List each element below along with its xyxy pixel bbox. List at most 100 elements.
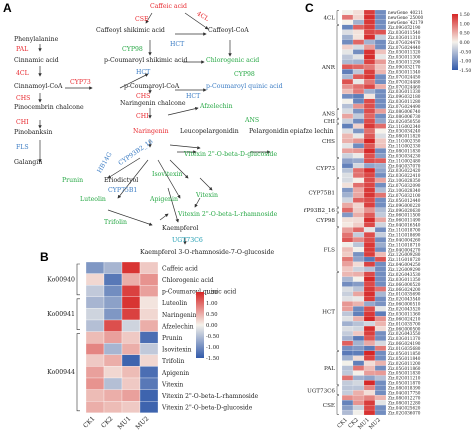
heatmap-c-cell	[352, 286, 365, 292]
enzyme-hct-low: HCT	[186, 93, 201, 100]
heatmap-b-row-label: Apigenin	[161, 370, 189, 377]
heatmap-c-cell	[363, 301, 376, 307]
heatmap-c-cell	[374, 69, 387, 75]
heatmap-c-cell	[341, 123, 354, 129]
compound-galangin: Galangin	[14, 159, 43, 166]
heatmap-c-gene-label: Ziz.08G011830	[388, 148, 421, 153]
heatmap-b-cell	[121, 331, 141, 344]
heatmap-c-cell	[363, 380, 376, 386]
heatmap-c-cell	[374, 286, 387, 292]
heatmap-c-cell	[363, 177, 376, 183]
heatmap-b-cell	[103, 296, 123, 309]
heatmap-c-cell	[374, 340, 387, 346]
heatmap-b-cell	[139, 296, 159, 309]
enzyme-hct-top: HCT	[170, 41, 185, 48]
heatmap-c-cell	[341, 232, 354, 238]
heatmap-c-cell	[363, 212, 376, 218]
heatmap-c-gene-label: Ziz.08G018390	[388, 386, 421, 391]
heatmap-c-col-label: CK1	[336, 417, 348, 429]
compound-phenylalanine: Phenylalanine	[14, 36, 59, 43]
heatmap-c-gene-label: Ziz.03G011310	[388, 35, 421, 40]
heatmap-c-cell	[374, 360, 387, 366]
heatmap-c-cell	[352, 370, 365, 376]
heatmap-c-cell	[352, 79, 365, 85]
heatmap-c-cell	[363, 405, 376, 411]
compound-prunin: Prunin	[62, 177, 84, 184]
heatmap-b-row-label: Vitexin 2"-O-beta-D-glucoside	[161, 405, 253, 412]
heatmap-c-cell	[352, 409, 365, 416]
heatmap-c-cell	[341, 34, 354, 40]
heatmap-c-group-label: UGT73C6	[307, 388, 335, 394]
heatmap-c-cell	[352, 153, 365, 159]
heatmap-c-cell	[374, 246, 387, 253]
heatmap-c-cell	[352, 54, 365, 60]
heatmap-c-group-label: ANR	[321, 65, 336, 71]
heatmap-c-legend-tick: 1.50	[460, 12, 470, 18]
heatmap-c-group-bracket	[336, 227, 339, 272]
heatmap-c-cell	[341, 400, 354, 406]
heatmap-c-cell	[363, 163, 376, 169]
heatmap-b-cell	[121, 308, 141, 321]
compound-vitexin-glucoside: Vitexin 2"-O-beta-D-glucoside	[184, 151, 278, 158]
heatmap-c-cell	[363, 167, 376, 174]
heatmap-c-cell	[374, 256, 387, 262]
heatmap-b-legend-bar	[196, 292, 204, 358]
heatmap-c-cell	[374, 232, 387, 238]
heatmap-c-group-label: CHS	[322, 139, 335, 145]
heatmap-c-cell	[341, 133, 354, 139]
heatmap-c-cell	[374, 59, 387, 65]
heatmap-c-cell	[352, 49, 365, 55]
heatmap-c-cell	[352, 163, 365, 169]
heatmap-c-cell	[352, 395, 365, 401]
heatmap-c-cell	[341, 365, 354, 371]
heatmap-c-gene-label: Ziz.03G011280	[388, 99, 421, 104]
heatmap-c-cell	[341, 128, 354, 134]
heatmap-c-gene-label: Ziz.11G002350	[388, 139, 421, 144]
compound-afzelechin: Afzelechin	[200, 103, 233, 110]
heatmap-b-legend-tick: 1.00	[206, 301, 218, 307]
heatmap-c-cell	[341, 227, 354, 233]
heatmap-c-gene-label: Ziz.04G016540	[388, 223, 421, 228]
heatmap-c-cell	[341, 370, 354, 376]
heatmap-c-gene-label: Ziz.02G043530	[388, 272, 421, 277]
heatmap-c-cell	[363, 335, 376, 341]
heatmap-b-cell	[121, 261, 141, 274]
heatmap-c-cell	[352, 29, 365, 35]
heatmap-b-cell	[121, 366, 141, 379]
heatmap-c-cell	[363, 251, 376, 258]
heatmap-c-gene-label: Ziz.06G024200	[388, 287, 421, 292]
heatmap-c-gene-label: Ziz.11G018710	[388, 242, 421, 247]
heatmap-c-cell	[374, 197, 387, 203]
heatmap-c-cell	[352, 345, 365, 351]
heatmap-c-cell	[374, 385, 387, 391]
heatmap-c-cell	[374, 192, 387, 198]
heatmap-c-cell	[341, 246, 354, 253]
heatmap-c-cell	[352, 14, 365, 20]
heatmap-b-cell	[85, 261, 105, 274]
heatmap-c-cell	[341, 385, 354, 391]
heatmap-c-cell	[363, 148, 376, 154]
heatmap-c-cell	[352, 192, 365, 198]
heatmap-c-col-label: MU2	[368, 417, 382, 431]
heatmap-c-cell	[374, 9, 387, 16]
heatmap-b-cell	[103, 354, 123, 367]
heatmap-c-cell	[341, 212, 354, 218]
heatmap-c-cell	[374, 49, 387, 55]
heatmap-c-cell	[352, 266, 365, 272]
heatmap-c-gene-label: Ziz.05G012440	[388, 198, 421, 203]
heatmap-b-cell	[121, 296, 141, 309]
heatmap-c-cell	[363, 350, 376, 356]
heatmap-c-cell	[363, 54, 376, 60]
pathway-arrows	[38, 12, 271, 245]
heatmap-c-group-label: CYP98	[316, 218, 335, 224]
heatmap-c-group-label: ANS	[321, 112, 335, 118]
enzyme-hct-mid: HCT	[136, 69, 151, 76]
heatmap-b-legend-tick: 0.00	[206, 323, 218, 329]
heatmap-c-cell	[363, 133, 376, 139]
heatmap-c-cell	[374, 158, 387, 164]
heatmap-c-cell	[352, 222, 365, 228]
heatmap-b-legend-tick: -0.50	[206, 334, 219, 340]
heatmap-c-cell	[363, 138, 376, 144]
